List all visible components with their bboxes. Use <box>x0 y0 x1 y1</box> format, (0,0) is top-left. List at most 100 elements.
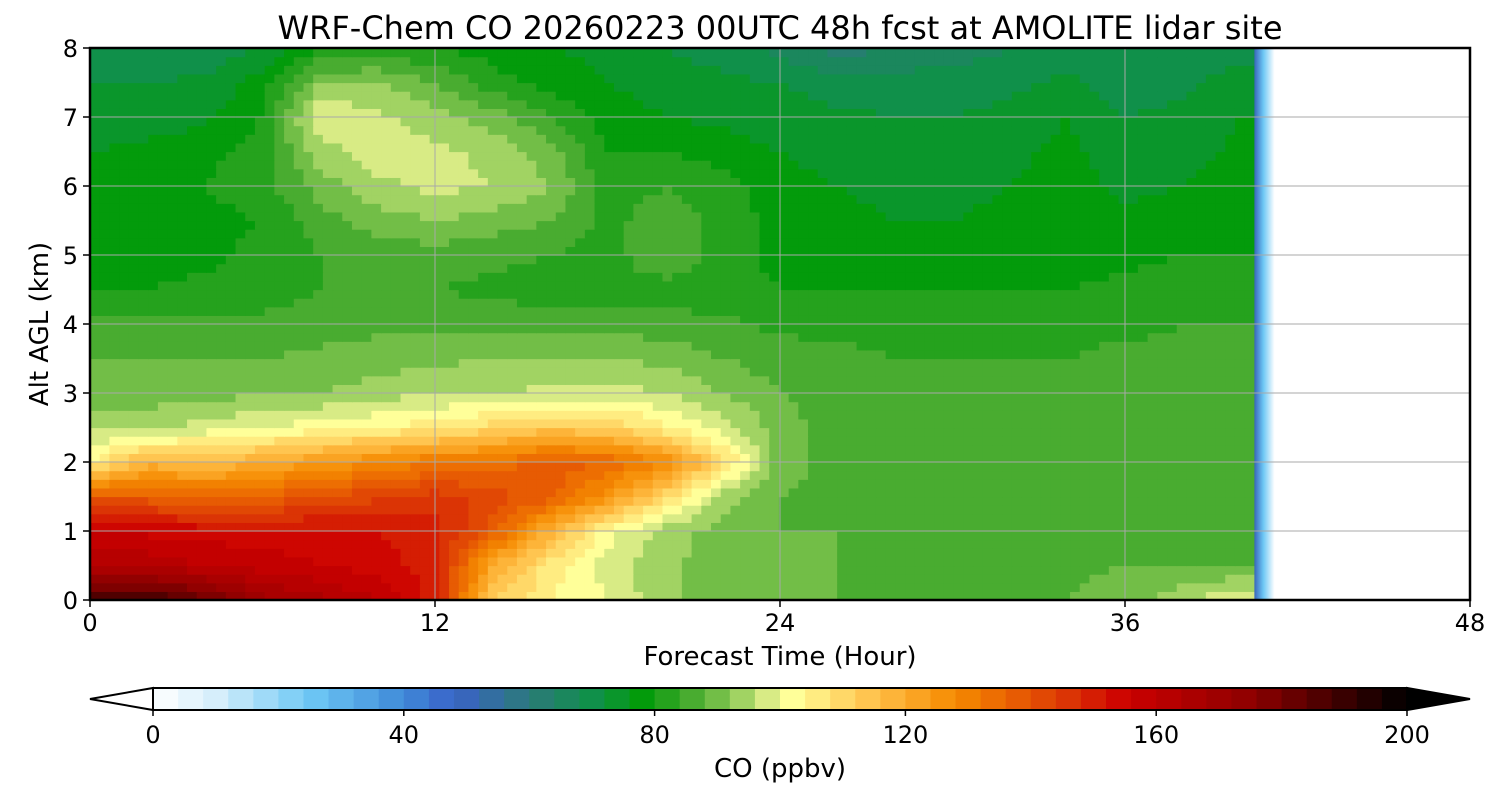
heatmap-cell <box>604 470 615 480</box>
heatmap-cell <box>410 436 421 446</box>
heatmap-cell <box>546 315 557 325</box>
heatmap-cell <box>972 556 984 567</box>
heatmap-cell <box>934 393 945 403</box>
heatmap-cell <box>235 427 246 437</box>
heatmap-cell <box>245 453 256 463</box>
heatmap-cell <box>254 324 266 334</box>
heatmap-cell <box>322 349 334 360</box>
heatmap-cell <box>1225 496 1236 506</box>
heatmap-cell <box>856 341 867 351</box>
heatmap-cell <box>604 384 615 394</box>
heatmap-cell <box>1137 522 1149 532</box>
heatmap-cell <box>1167 574 1178 584</box>
heatmap-cell <box>982 539 993 549</box>
heatmap-cell <box>992 522 1003 532</box>
heatmap-cell <box>1070 401 1081 411</box>
heatmap-cell <box>119 556 130 567</box>
heatmap-cell <box>623 531 634 541</box>
heatmap-cell <box>1147 246 1158 256</box>
heatmap-cell <box>439 531 450 541</box>
heatmap-cell <box>449 367 460 377</box>
heatmap-cell <box>837 591 848 601</box>
heatmap-cell <box>681 539 693 549</box>
heatmap-cell <box>701 324 712 334</box>
heatmap-cell <box>1079 444 1091 454</box>
heatmap-cell <box>846 531 858 541</box>
heatmap-cell <box>730 375 741 385</box>
heatmap-cell <box>313 315 324 325</box>
heatmap-cell <box>99 255 110 265</box>
heatmap-cell <box>138 462 149 472</box>
heatmap-cell <box>885 393 896 403</box>
heatmap-cell <box>827 263 838 273</box>
heatmap-cell <box>507 324 518 334</box>
heatmap-cell <box>167 255 178 265</box>
heatmap-cell <box>1205 470 1217 480</box>
heatmap-cell <box>507 349 518 360</box>
heatmap-cell <box>643 427 654 437</box>
heatmap-cell <box>322 410 334 420</box>
heatmap-cell <box>1128 479 1139 489</box>
heatmap-cell <box>206 548 217 558</box>
heatmap-cell <box>1167 496 1178 506</box>
heatmap-cell <box>788 306 799 316</box>
heatmap-cell <box>759 237 770 247</box>
heatmap-cell <box>827 289 838 299</box>
heatmap-cell <box>148 298 159 308</box>
heatmap-cell <box>846 487 858 498</box>
heatmap-cell <box>953 505 964 515</box>
heatmap-cell <box>1089 427 1100 437</box>
heatmap-cell <box>177 591 188 601</box>
heatmap-cell <box>1070 367 1081 377</box>
heatmap-cell <box>895 375 906 385</box>
heatmap-cell <box>419 263 431 273</box>
heatmap-cell <box>1234 324 1246 334</box>
heatmap-cell <box>196 565 208 575</box>
heatmap-cell <box>1244 522 1255 532</box>
heatmap-cell <box>1040 539 1052 549</box>
heatmap-cell <box>371 522 382 532</box>
heatmap-cell <box>177 505 188 515</box>
heatmap-cell <box>225 263 237 273</box>
heatmap-cell <box>788 375 799 385</box>
heatmap-cell <box>885 539 896 549</box>
heatmap-cell <box>1021 539 1032 549</box>
heatmap-cell <box>924 263 935 273</box>
heatmap-cell <box>817 401 829 411</box>
heatmap-cell <box>740 401 751 411</box>
heatmap-cell <box>177 315 188 325</box>
heatmap-cell <box>497 341 508 351</box>
heatmap-cell <box>701 574 712 584</box>
heatmap-cell <box>846 280 858 291</box>
heatmap-cell <box>1215 401 1226 411</box>
heatmap-cell <box>575 479 586 489</box>
heatmap-cell <box>1060 565 1071 575</box>
heatmap-cell <box>1234 462 1246 472</box>
heatmap-cell <box>119 393 130 403</box>
heatmap-cell <box>798 505 809 515</box>
heatmap-cell <box>303 401 314 411</box>
heatmap-cell <box>875 280 887 291</box>
heatmap-cell <box>1108 436 1120 446</box>
heatmap-cell <box>400 280 411 291</box>
heatmap-cell <box>313 444 324 454</box>
heatmap-cell <box>555 324 567 334</box>
heatmap-cell <box>148 565 159 575</box>
heatmap-cell <box>953 539 964 549</box>
heatmap-cell <box>1244 453 1255 463</box>
heatmap-cell <box>866 505 877 515</box>
heatmap-cell <box>1205 505 1217 515</box>
heatmap-cell <box>487 487 499 498</box>
heatmap-cell <box>167 298 178 308</box>
heatmap-cell <box>99 418 110 429</box>
heatmap-cell <box>1167 246 1178 256</box>
heatmap-cell <box>381 556 392 567</box>
heatmap-cell <box>497 539 508 549</box>
heatmap-cell <box>778 384 790 394</box>
heatmap-cell <box>303 470 314 480</box>
heatmap-cell <box>613 531 625 541</box>
heatmap-cell <box>555 237 567 247</box>
heatmap-cell <box>1215 393 1226 403</box>
heatmap-cell <box>1070 315 1081 325</box>
heatmap-cell <box>196 591 208 601</box>
